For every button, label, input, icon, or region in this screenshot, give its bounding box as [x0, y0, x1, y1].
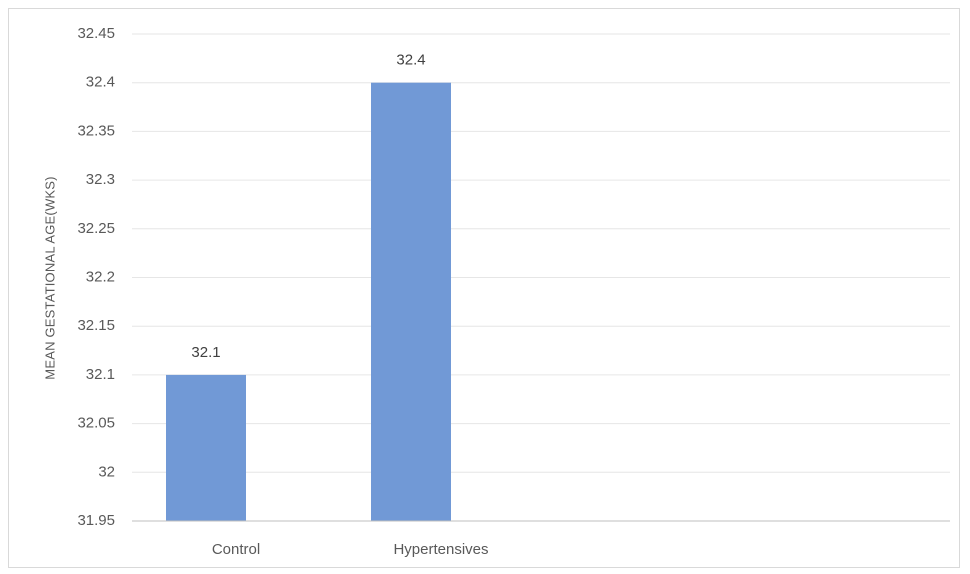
- data-labels: 32.1 32.4: [191, 52, 425, 361]
- y-tick-label: 32: [98, 463, 115, 480]
- x-axis-ticks: Control Hypertensives: [212, 541, 489, 558]
- data-label: 32.1: [191, 344, 220, 361]
- y-tick-label: 32.35: [77, 122, 115, 139]
- bar-hypertensives: [371, 82, 451, 521]
- y-tick-label: 32.25: [77, 220, 115, 237]
- y-tick-label: 32.2: [86, 268, 115, 285]
- y-tick-label: 32.1: [86, 366, 115, 383]
- gridlines: [132, 33, 950, 473]
- y-tick-label: 32.3: [86, 171, 115, 188]
- bars: [166, 82, 451, 521]
- y-tick-label: 31.95: [77, 512, 115, 529]
- x-tick-label: Control: [212, 541, 260, 558]
- y-axis-ticks: 31.95 32 32.05 32.1 32.15 32.2 32.25 32.3 32.35 3…: [77, 25, 115, 529]
- y-tick-label: 32.45: [77, 25, 115, 42]
- x-tick-label: Hypertensives: [393, 541, 488, 558]
- y-tick-label: 32.05: [77, 415, 115, 432]
- y-axis-label: MEAN GESTATIONAL AGE(WKS): [42, 176, 57, 379]
- y-tick-label: 32.15: [77, 317, 115, 334]
- bar-control: [166, 374, 246, 521]
- data-label: 32.4: [396, 52, 425, 69]
- y-tick-label: 32.4: [86, 74, 115, 91]
